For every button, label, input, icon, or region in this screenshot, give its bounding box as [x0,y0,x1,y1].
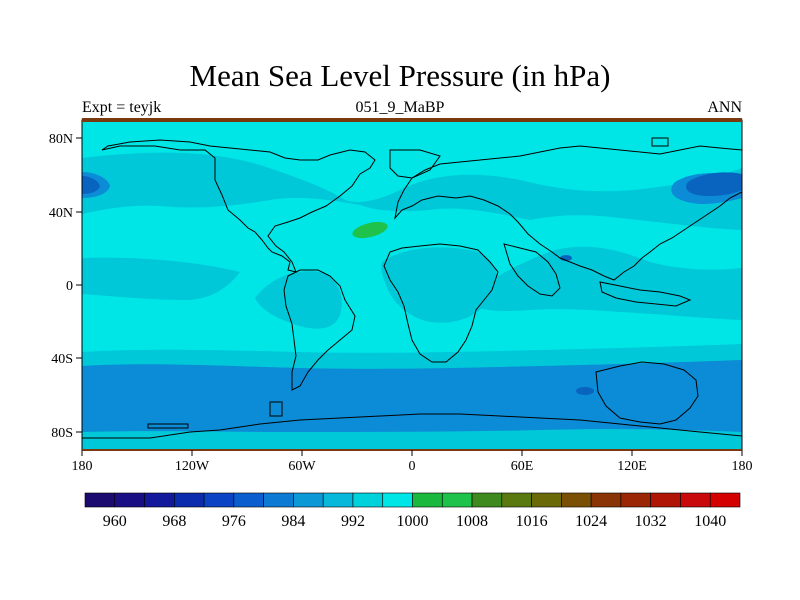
colorbar-swatch [84,492,116,508]
coast-islands [147,137,669,429]
colorbar-swatch [322,492,354,508]
colorbar-swatch [263,492,294,508]
field-iceland-core [82,176,100,194]
colorbar-label: 1008 [456,513,488,530]
coast-arabia-india [503,243,561,297]
coast-north-america [101,139,376,273]
experiment-label: Expt = teyjk [82,99,162,116]
colorbar-label: 984 [281,513,305,530]
field-aleutian-core [686,172,742,196]
colorbar-label: 976 [222,513,246,530]
lon-tick-label: 60W [288,459,316,474]
colorbar-label: 1024 [575,513,607,530]
lon-tick-label: 180 [72,459,93,474]
lon-tick-label: 120W [175,459,210,474]
coast-antarctica [82,413,742,439]
colorbar-swatch [382,492,413,508]
field-asian-monsoon-low [460,246,742,320]
lat-tick-label: 80N [49,132,73,147]
colorbar-swatch [174,492,205,508]
colorbar-swatch [114,492,145,508]
colorbar-swatch [352,492,384,508]
field-subtropical-high [352,221,388,239]
coastlines [82,137,742,439]
field-polar-cap [82,120,742,164]
field-tropical-east-pacific [82,257,240,300]
chart-title: Mean Sea Level Pressure (in hPa) [189,58,611,93]
colorbar-swatch [709,492,741,508]
colorbar-label: 968 [162,513,186,530]
lat-tick-label: 80S [51,426,73,441]
lon-tick-label: 60E [511,459,534,474]
axis-ticks [76,137,743,456]
colorbar-swatch [203,492,235,508]
colorbar-swatch [561,492,592,508]
pressure-field [82,120,742,450]
colorbar-swatch [650,492,681,508]
colorbar-swatch [412,492,443,508]
colorbar-swatch [471,492,503,508]
lat-tick-label: 40S [51,352,73,367]
time-label: 051_9_MaBP [355,99,445,116]
field-southern-984 [82,360,742,432]
coast-southeast-asia [599,281,692,307]
coast-africa [383,243,499,363]
colorbar-label: 1032 [635,513,667,530]
lon-tick-label: 120E [617,459,647,474]
colorbar-label: 1040 [694,513,726,530]
colorbar-swatch [233,492,264,508]
lat-tick-label: 40N [49,206,73,221]
lon-tick-label: 180 [732,459,753,474]
colorbar-label: 960 [103,513,127,530]
coast-australia [595,361,699,425]
colorbar-swatch [441,492,473,508]
colorbar-label: 992 [341,513,365,530]
coast-south-america [283,269,356,391]
colorbar-swatch [293,492,324,508]
colorbar-label: 1000 [397,513,429,530]
colorbar [84,492,741,508]
colorbar-swatch [620,492,651,508]
lon-tick-label: 0 [409,459,416,474]
lat-tick-label: 0 [66,279,73,294]
map-top-stripe [82,118,742,122]
colorbar-swatch [501,492,532,508]
field-small-low-south [576,387,594,395]
colorbar-swatch [680,492,711,508]
colorbar-swatch [531,492,562,508]
field-north-band [82,152,742,230]
field-south-america-low [255,271,342,329]
colorbar-swatch [144,492,175,508]
season-label: ANN [707,99,742,116]
coast-greenland [389,149,441,179]
colorbar-labels: 960 968 976 984 992 1000 1008 1016 1024 1032 1040 [103,513,726,530]
colorbar-swatch [590,492,622,508]
coast-eurasia [394,145,742,281]
colorbar-label: 1016 [516,513,548,530]
